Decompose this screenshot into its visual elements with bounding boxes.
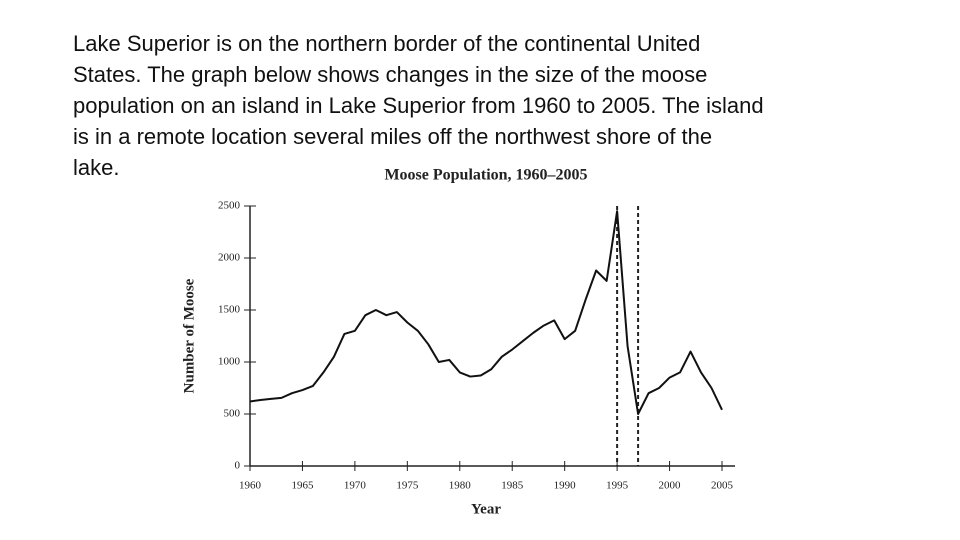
x-tick-label: 1990	[554, 480, 577, 492]
y-tick-label: 500	[224, 408, 241, 420]
x-tick-label: 1985	[501, 480, 524, 492]
x-tick-label: 2005	[711, 480, 734, 492]
y-tick-label: 0	[235, 460, 241, 472]
y-tick-label: 2000	[218, 252, 241, 264]
y-axis-label: Number of Moose	[181, 278, 197, 393]
x-tick-label: 1970	[344, 480, 367, 492]
paragraph-line: lake.	[73, 155, 120, 180]
paragraph-line: population on an island in Lake Superior…	[73, 93, 764, 118]
data-line	[249, 210, 723, 415]
x-tick-label: 2000	[659, 480, 682, 492]
x-tick-label: 1960	[239, 480, 262, 492]
paragraph-line: is in a remote location several miles of…	[73, 124, 713, 149]
x-axis-label: Year	[471, 501, 501, 517]
paragraph: Lake Superior is on the northern border …	[73, 28, 764, 183]
y-tick-label: 2500	[218, 200, 241, 212]
x-tick-label: 1965	[291, 480, 314, 492]
x-tick-label: 1975	[396, 480, 419, 492]
paragraph-line: States. The graph below shows changes in…	[73, 62, 708, 87]
y-tick-label: 1000	[218, 356, 241, 368]
paragraph-line: Lake Superior is on the northern border …	[73, 31, 701, 56]
y-tick-label: 1500	[218, 304, 241, 316]
chart-title: Moose Population, 1960–2005	[384, 167, 587, 184]
x-tick-label: 1980	[449, 480, 472, 492]
x-tick-label: 1995	[606, 480, 629, 492]
